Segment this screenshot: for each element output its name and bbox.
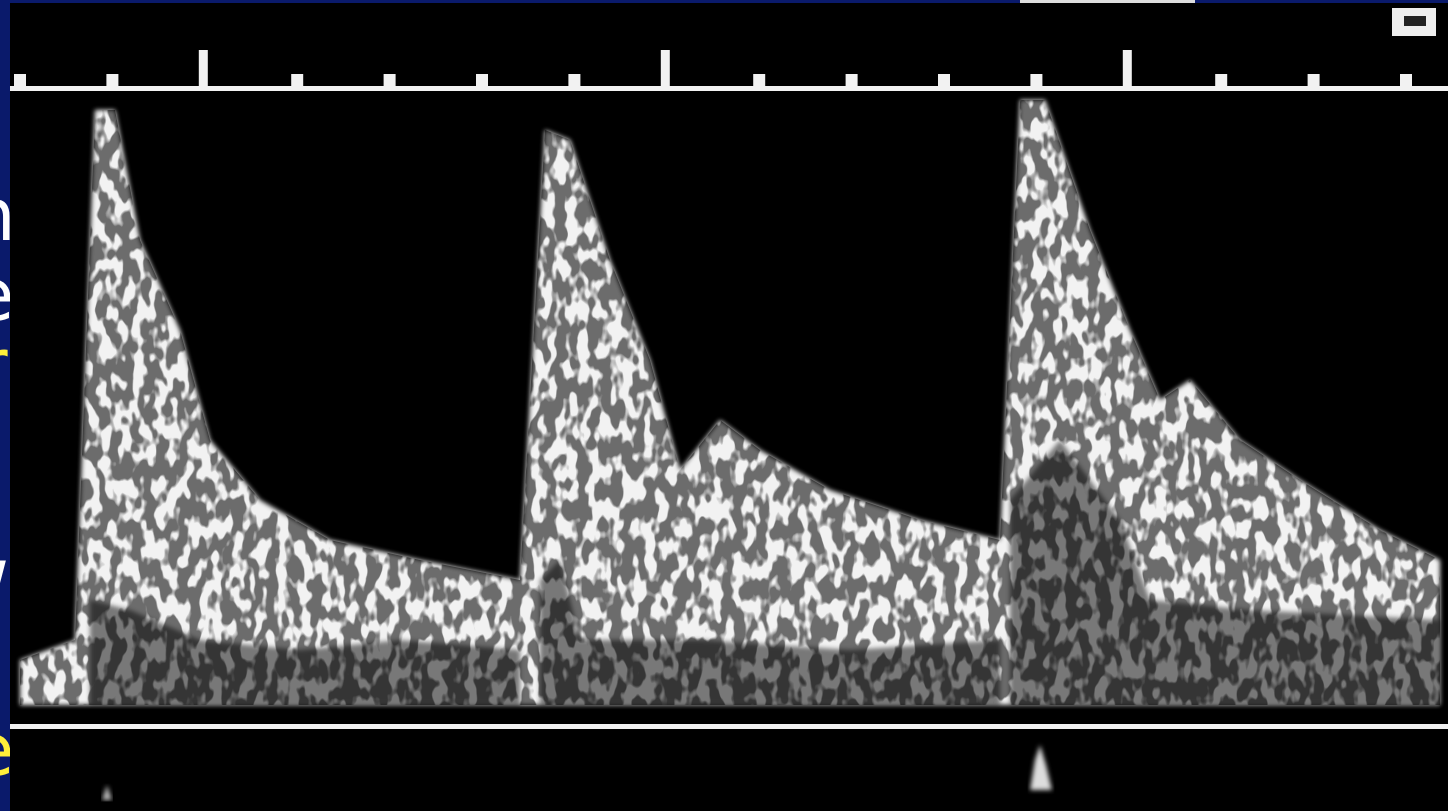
time-tick [291, 74, 303, 88]
image-edge [1020, 0, 1195, 3]
time-tick [846, 74, 858, 88]
text-fragment: w [0, 533, 9, 617]
slide: n e r w l e [0, 0, 1448, 811]
time-tick [1215, 74, 1227, 88]
time-tick [199, 50, 208, 88]
time-tick [1400, 74, 1412, 88]
time-tick [1308, 74, 1320, 88]
time-tick [14, 74, 26, 88]
bottom-baseline [10, 724, 1448, 729]
time-tick [568, 74, 580, 88]
time-tick [938, 74, 950, 88]
time-tick [1030, 74, 1042, 88]
time-tick [476, 74, 488, 88]
marker-icon [1404, 16, 1426, 26]
time-baseline [10, 86, 1448, 91]
page: n e r w l e (() => { const data = JSON.p… [0, 0, 1448, 811]
time-tick [753, 74, 765, 88]
time-tick [1123, 50, 1132, 88]
time-tick [384, 74, 396, 88]
time-tick [661, 50, 670, 88]
text-fragment: r [0, 323, 8, 407]
time-tick [106, 74, 118, 88]
